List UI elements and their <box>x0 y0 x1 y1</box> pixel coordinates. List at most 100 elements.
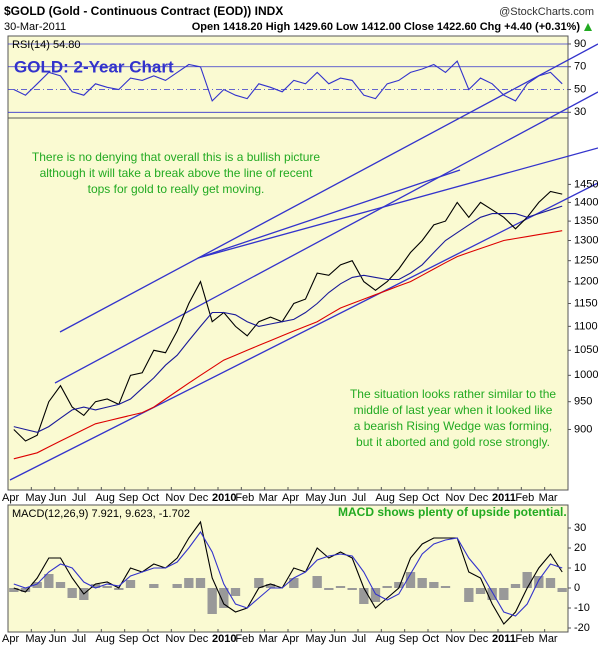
x-tick-label: Feb <box>235 633 254 645</box>
x-tick-label: Jun <box>329 633 347 645</box>
histogram-bar <box>487 588 497 600</box>
x-tick-label: Sep <box>399 492 419 504</box>
x-tick-label: Dec <box>469 492 489 504</box>
y-tick-label: 1050 <box>574 344 598 356</box>
series-line <box>13 230 563 460</box>
histogram-bar <box>429 582 439 588</box>
x-tick-label: Nov <box>165 492 185 504</box>
y-tick-label: 50 <box>574 83 586 95</box>
histogram-bar <box>219 588 229 608</box>
histogram-bar <box>265 584 276 588</box>
annotation: The situation looks rather similar to th… <box>350 387 556 401</box>
trend-lines <box>9 43 598 481</box>
x-tick-label: Nov <box>445 633 465 645</box>
y-tick-label: 950 <box>574 396 592 408</box>
histogram-bar <box>289 578 299 588</box>
x-tick-label: Oct <box>422 492 439 504</box>
x-tick-label: Mar <box>539 492 558 504</box>
x-tick-label: Jul <box>352 633 366 645</box>
x-tick-label: Sep <box>119 492 139 504</box>
histogram-bar <box>184 578 194 588</box>
up-arrow <box>584 23 592 31</box>
histogram-bar <box>440 586 451 588</box>
histogram-bar <box>102 586 112 588</box>
histogram-bar <box>382 586 392 588</box>
x-tick-label: 2010 <box>212 492 236 504</box>
x-tick-label: Feb <box>515 492 534 504</box>
x-tick-label: Apr <box>282 492 299 504</box>
histogram-bar <box>149 584 159 588</box>
histogram-bar <box>499 588 509 600</box>
series-line <box>13 60 563 102</box>
y-tick-label: 1350 <box>574 215 598 227</box>
histogram-bar <box>522 572 532 588</box>
histogram-bar <box>359 588 369 604</box>
y-tick-label: 1300 <box>574 234 598 246</box>
histogram-bar <box>172 584 182 588</box>
y-tick-label: 70 <box>574 61 586 73</box>
x-tick-label: Mar <box>259 492 278 504</box>
annotation: tops for gold to really get moving. <box>88 182 265 196</box>
histogram-bar <box>312 576 322 588</box>
price-panel <box>7 117 569 491</box>
histogram-bar <box>254 578 264 588</box>
histogram-bar <box>534 576 544 588</box>
x-tick-label: Oct <box>142 633 159 645</box>
x-tick-label: 2011 <box>492 633 516 645</box>
histogram-bar <box>335 586 346 588</box>
y-tick-label: 10 <box>574 562 586 574</box>
data-layer: 30 50 70 90 RSI(14) 54.80 900 950 1000 1050 1100 1… <box>2 38 598 645</box>
annotation: middle of last year when it looked like <box>354 403 553 417</box>
x-tick-label: Oct <box>422 633 439 645</box>
histogram-bar <box>207 588 217 614</box>
histogram-bar <box>370 588 381 602</box>
x-tick-label: Jun <box>49 492 67 504</box>
x-tick-label: Dec <box>189 633 209 645</box>
x-tick-label: Feb <box>515 633 534 645</box>
x-tick-label: May <box>305 492 326 504</box>
x-tick-label: Aug <box>375 492 395 504</box>
histogram-bar <box>114 588 124 590</box>
x-tick-label: May <box>25 633 46 645</box>
x-tick-label: Dec <box>189 492 209 504</box>
x-tick-label: 2011 <box>492 492 516 504</box>
histogram-bar <box>324 588 334 590</box>
y-tick-label: 1150 <box>574 297 598 309</box>
x-tick-label: Sep <box>399 633 419 645</box>
date: 30-Mar-2011 <box>4 21 66 33</box>
histogram-bar <box>417 578 427 588</box>
x-tick-label: Jun <box>329 492 347 504</box>
x-tick-label: May <box>305 633 326 645</box>
x-tick-label: Jul <box>352 492 366 504</box>
y-tick-label: 0 <box>574 582 580 594</box>
symbol: $GOLD (Gold - Continuous Contract (EOD))… <box>4 4 283 18</box>
x-tick-label: Nov <box>165 633 185 645</box>
histogram-bar <box>347 588 357 590</box>
y-tick-label: 900 <box>574 423 592 435</box>
annotation: although it will take a break above the … <box>40 166 314 180</box>
x-tick-label: Jul <box>72 492 86 504</box>
histogram-bar <box>55 582 66 588</box>
x-tick-label: Jul <box>72 633 86 645</box>
histogram-bar <box>20 588 31 592</box>
x-tick-label: Nov <box>445 492 465 504</box>
x-tick-label: Aug <box>95 492 115 504</box>
histogram-bar <box>475 588 486 594</box>
x-tick-label: Apr <box>2 492 19 504</box>
histogram-bar <box>67 588 77 598</box>
y-tick-label: 20 <box>574 542 586 554</box>
x-tick-label: May <box>25 492 46 504</box>
quote: Open 1418.20 High 1429.60 Low 1412.00 Cl… <box>192 21 581 33</box>
x-tick-label: Feb <box>235 492 254 504</box>
x-tick-label: Dec <box>469 633 489 645</box>
histogram-bar <box>557 588 567 592</box>
y-tick-label: 1000 <box>574 369 598 381</box>
x-tick-label: Apr <box>282 633 299 645</box>
annotation: There is no denying that overall this is… <box>32 150 320 164</box>
y-tick-label: 1250 <box>574 255 598 267</box>
histogram-bar <box>230 588 241 596</box>
series-line <box>13 190 563 442</box>
histogram-bar <box>405 572 416 588</box>
